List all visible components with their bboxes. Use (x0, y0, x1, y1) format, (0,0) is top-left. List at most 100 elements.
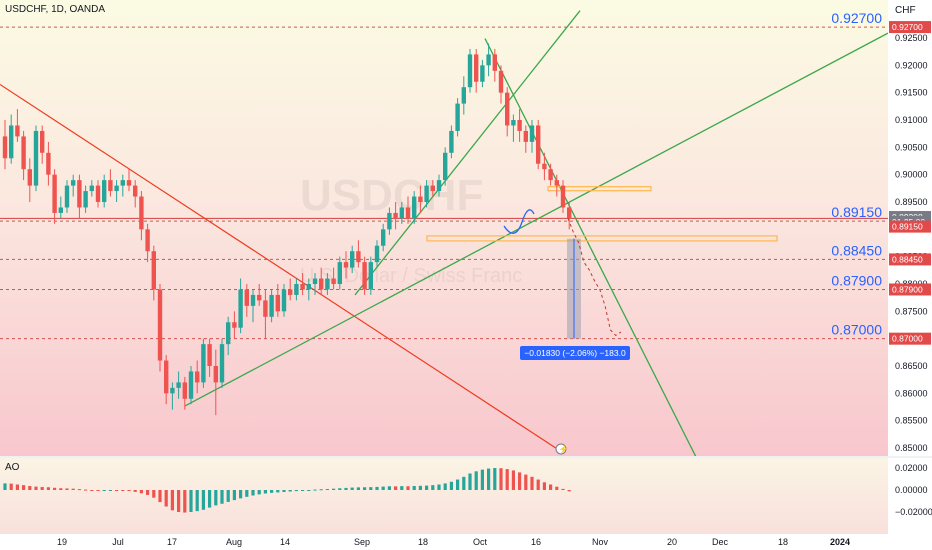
candle-body (108, 180, 113, 192)
y-tick-label: 0.85500 (895, 416, 928, 426)
candle-body (449, 130, 454, 153)
x-tick-label: Nov (592, 537, 609, 547)
ao-bar (542, 482, 546, 490)
ao-bar (15, 484, 19, 490)
price-tag-label: 0.92700 (892, 22, 923, 32)
candle-body (461, 87, 466, 104)
ao-bar (530, 476, 534, 490)
y-tick-label: 0.89500 (895, 197, 928, 207)
ao-bar (108, 490, 112, 491)
price-tags: −0.01830 (−2.06%) −183.00.927000.8920801… (520, 21, 931, 360)
level-label: 0.87000 (831, 322, 882, 338)
y-tick-label: 0.87500 (895, 306, 928, 316)
ao-histogram (3, 468, 571, 513)
candle-body (133, 185, 138, 197)
ao-bar (474, 471, 478, 490)
ao-bar (536, 479, 540, 490)
ao-bar (449, 481, 453, 490)
ao-bar (28, 486, 32, 490)
candle-body (126, 180, 132, 186)
ao-bar (375, 486, 379, 490)
level-label: 0.92700 (831, 10, 882, 26)
price-tag-label: 0.88450 (892, 254, 923, 264)
ao-bar (505, 469, 509, 490)
measure-label-box (520, 346, 630, 360)
ao-bar (65, 488, 69, 490)
candle-body (430, 185, 435, 192)
ao-bar (363, 487, 367, 490)
ao-bar (59, 488, 63, 490)
ao-bar (195, 490, 199, 512)
ao-bar (22, 485, 26, 490)
measure-label: −0.01830 (−2.06%) −183.0 (524, 348, 626, 358)
candle-body (188, 371, 194, 399)
candle-body (306, 284, 311, 290)
ao-bar (84, 489, 88, 491)
candle-body (170, 387, 175, 394)
ao-bar (350, 487, 354, 490)
ao-bar (220, 490, 224, 504)
x-tick-label: 18 (418, 537, 428, 547)
price-tag-box (889, 253, 931, 266)
x-tick-label: 17 (167, 537, 177, 547)
y-tick-label: 0.86000 (895, 388, 928, 398)
ao-bar (127, 490, 131, 491)
ao-bar (437, 484, 441, 490)
candle-body (567, 207, 572, 219)
ao-bar (313, 489, 317, 491)
candle-body (139, 196, 144, 230)
candle-body (554, 180, 559, 186)
candle-body (46, 152, 51, 175)
candle-body (238, 289, 243, 328)
candle-body (319, 278, 324, 290)
ao-bar (96, 490, 100, 491)
ao-axis: 0.02000 0.00000 −0.02000 (895, 463, 932, 517)
candle-body (436, 180, 442, 192)
ao-bar (418, 485, 422, 490)
candle-body (52, 174, 57, 213)
candle-body (548, 169, 553, 181)
ao-bar (338, 488, 342, 490)
ao-bar (456, 479, 460, 490)
candle-body (381, 229, 386, 246)
y-tick-label: 0.91500 (895, 88, 928, 98)
ao-bar (251, 490, 255, 496)
candle-body (362, 262, 367, 290)
candle-body (195, 371, 200, 383)
candle-body (15, 125, 20, 137)
symbol-header[interactable]: USDCHF, 1D, OANDA (5, 4, 105, 15)
candle-body (58, 207, 63, 213)
ao-bar (40, 487, 44, 490)
candle-body (517, 120, 522, 131)
candle-body (164, 360, 169, 394)
ao-pane-background (0, 458, 888, 534)
ao-title[interactable]: AO (5, 462, 20, 473)
time-axis-background[interactable] (0, 534, 888, 550)
ao-bar (387, 486, 391, 490)
candle-body (33, 130, 39, 186)
candle-body (331, 278, 336, 284)
y-tick-label: 0.86500 (895, 361, 928, 371)
candle-body (83, 191, 88, 208)
ao-bar (9, 483, 13, 490)
downtrend-line-red (0, 83, 561, 452)
ao-bar (214, 490, 218, 506)
projection-path (567, 218, 622, 337)
uptrend-line-steep (354, 10, 581, 296)
ao-bar (493, 468, 497, 490)
lightning-icon (555, 443, 567, 455)
candle-body (201, 344, 206, 383)
ao-bar (257, 490, 261, 495)
candle-body (424, 185, 429, 202)
price-tag-label: 0.87000 (892, 334, 923, 344)
ao-bar (164, 490, 168, 507)
price-axis-background[interactable] (888, 0, 932, 550)
candle-body (64, 185, 70, 208)
candle-body (2, 136, 8, 159)
ao-bar (499, 468, 503, 490)
candle-body (300, 284, 305, 290)
ao-tick-label: 0.00000 (895, 485, 928, 495)
ao-bar (555, 486, 559, 490)
candlestick-series (2, 43, 572, 416)
